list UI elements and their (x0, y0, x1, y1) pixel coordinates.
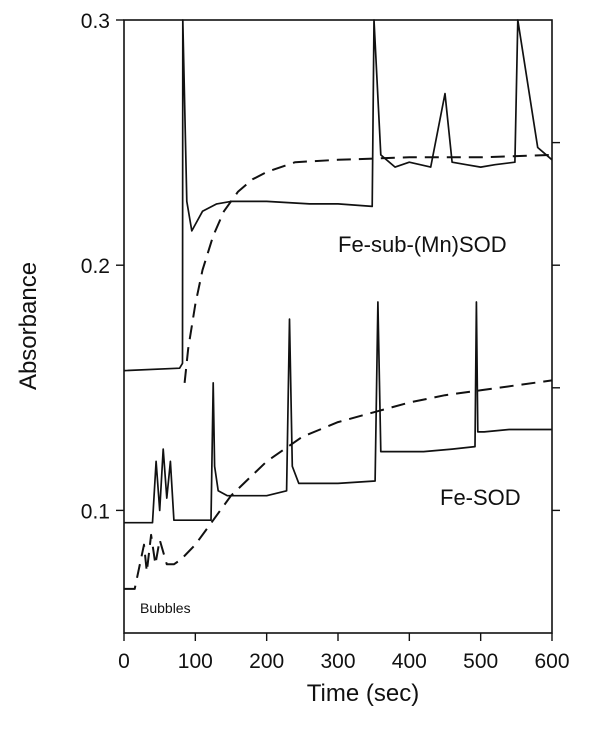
y-axis-title: Absorbance (15, 262, 42, 390)
series-dashed-line-3 (124, 379, 553, 590)
series-solid-line-0 (123, 19, 553, 372)
y-tick-label-1: 0.2 (81, 255, 110, 278)
ticks-layer (116, 19, 560, 641)
x-tick-label-5: 500 (463, 650, 498, 673)
y-tick-label-0: 0.1 (81, 500, 110, 523)
plot-frame (123, 19, 553, 634)
x-tick-label-6: 600 (534, 650, 569, 673)
annotation-fe-sub-mn-sod: Fe-sub-(Mn)SOD (338, 232, 507, 257)
x-tick-label-2: 200 (249, 650, 284, 673)
x-tick-label-1: 100 (178, 650, 213, 673)
tick-labels-layer: 0 100 200 300 400 500 600 0.1 0.2 0.3 (81, 10, 570, 673)
x-tick-label-3: 300 (320, 650, 355, 673)
annotation-fe-sod: Fe-SOD (440, 485, 521, 510)
x-axis-title: Time (sec) (307, 680, 419, 707)
x-tick-label-4: 400 (392, 650, 427, 673)
series-layer (123, 19, 553, 590)
y-tick-label-2: 0.3 (81, 10, 110, 33)
x-tick-label-0: 0 (118, 650, 130, 673)
series-dashed-line-1 (183, 153, 553, 384)
annotation-bubbles: Bubbles (140, 600, 191, 616)
series-solid-line-2 (124, 301, 552, 524)
